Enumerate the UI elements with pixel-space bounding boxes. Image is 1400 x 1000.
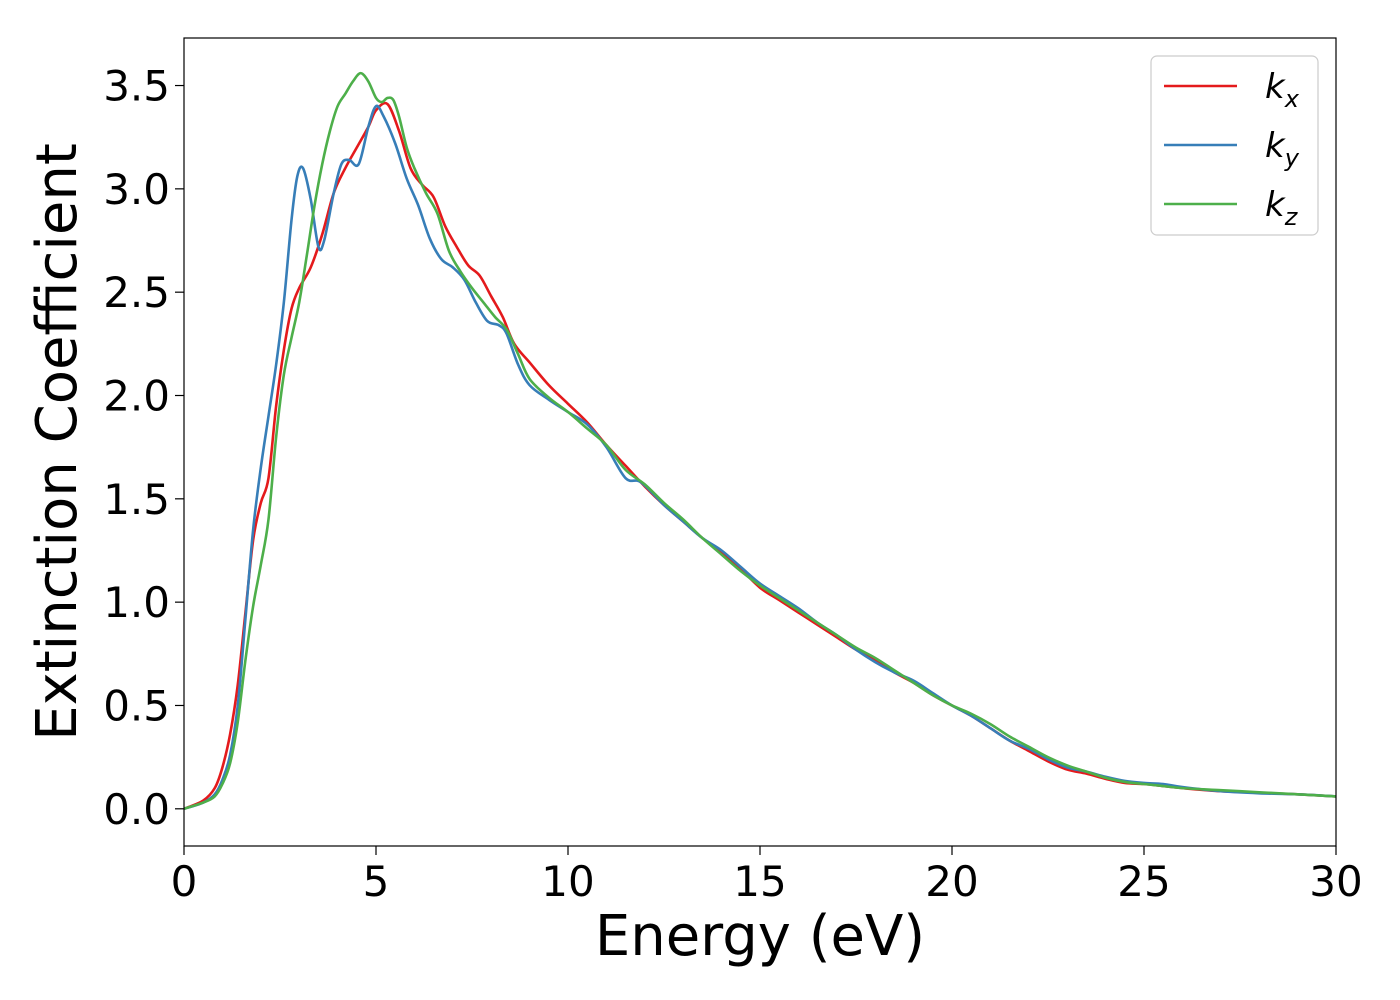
series-line-z	[184, 71, 1336, 811]
y-axis-title: Extinction Coefficient	[25, 143, 90, 741]
series-lines	[184, 71, 1336, 811]
y-axis: 0.0 0.5 1.0 1.5 2.0 2.5 3.0 3.5	[103, 62, 184, 834]
legend-label-x: kx	[1265, 67, 1300, 113]
y-tick-label: 2.5	[103, 268, 170, 317]
legend-label-subscript: x	[1284, 85, 1300, 113]
y-tick-label: 3.0	[103, 165, 170, 214]
legend-label-z: kz	[1265, 185, 1299, 231]
series-line-x	[184, 101, 1336, 811]
x-tick-label: 10	[541, 857, 594, 906]
legend-label-y: ky	[1265, 126, 1300, 172]
legend-label-base: k	[1265, 126, 1286, 166]
series-line-y	[184, 104, 1336, 811]
x-axis: 0 5 10 15 20 25 30	[171, 846, 1363, 906]
y-tick-label: 0.0	[103, 785, 170, 834]
y-tick-label: 1.5	[103, 475, 170, 524]
x-axis-title: Energy (eV)	[595, 904, 925, 969]
y-tick-label: 2.0	[103, 372, 170, 421]
legend-label-base: k	[1265, 185, 1286, 225]
legend-label-base: k	[1265, 67, 1286, 107]
x-tick-label: 5	[363, 857, 390, 906]
x-tick-label: 15	[733, 857, 786, 906]
y-tick-label: 3.5	[103, 62, 170, 111]
x-tick-label: 25	[1117, 857, 1170, 906]
y-tick-label: 0.5	[103, 681, 170, 730]
x-tick-label: 0	[171, 857, 198, 906]
x-tick-label: 20	[925, 857, 978, 906]
legend-label-subscript: y	[1284, 144, 1300, 172]
x-tick-label: 30	[1309, 857, 1362, 906]
legend-label-subscript: z	[1284, 203, 1299, 231]
y-tick-label: 1.0	[103, 578, 170, 627]
